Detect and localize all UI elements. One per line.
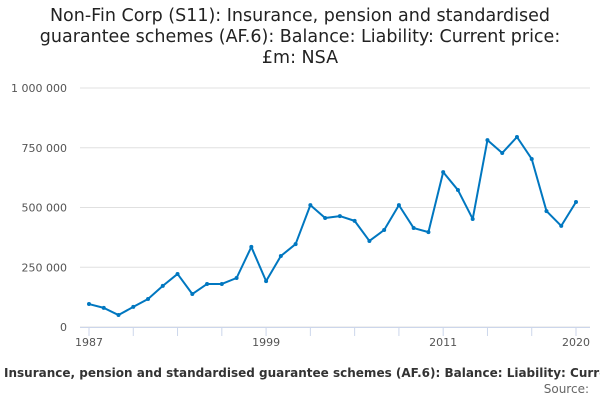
source-label: Source: (543, 382, 589, 396)
data-point (367, 238, 372, 243)
data-point (293, 242, 298, 247)
x-tick-label: 1987 (75, 336, 103, 349)
data-point (470, 216, 475, 221)
legend-label: Insurance, pension and standardised guar… (4, 366, 600, 380)
data-point (234, 276, 239, 281)
data-point (559, 223, 564, 228)
data-point (323, 216, 328, 221)
data-point (426, 230, 431, 235)
y-tick-label: 0 (60, 321, 67, 334)
title-line: £m: NSA (261, 48, 339, 68)
data-point (514, 134, 519, 139)
data-point (131, 304, 136, 309)
data-point (500, 151, 505, 156)
series-line (88, 135, 577, 317)
data-point (352, 218, 357, 223)
data-point (146, 297, 151, 302)
title-line: Non-Fin Corp (S11): Insurance, pension a… (49, 6, 551, 26)
data-point (574, 200, 578, 205)
data-point (87, 302, 91, 307)
data-point (337, 214, 342, 219)
data-point (160, 283, 165, 288)
data-point (278, 254, 283, 259)
data-point (116, 313, 121, 318)
data-point (455, 188, 460, 193)
x-tick-label: 2020 (562, 336, 590, 349)
data-point (175, 271, 180, 276)
data-point (382, 227, 387, 232)
chart-title: Non-Fin Corp (S11): Insurance, pension a… (0, 6, 600, 69)
data-point (205, 281, 210, 286)
y-tick-label: 500 000 (22, 202, 68, 215)
data-point (485, 138, 490, 143)
y-tick-label: 750 000 (22, 142, 68, 155)
y-tick-label: 1 000 000 (11, 82, 67, 95)
title-line: guarantee schemes (AF.6): Balance: Liabi… (39, 27, 561, 47)
data-point (249, 244, 254, 249)
data-point (441, 170, 446, 175)
data-point (190, 292, 195, 297)
data-point (529, 156, 534, 161)
data-point (544, 209, 549, 214)
y-tick-label: 250 000 (22, 261, 68, 274)
data-point (308, 203, 313, 208)
data-point (101, 305, 106, 310)
data-point (396, 203, 401, 208)
x-tick-label: 2011 (429, 336, 457, 349)
x-tick-label: 1999 (252, 336, 280, 349)
data-point (411, 226, 416, 231)
data-point (219, 281, 224, 286)
data-point (264, 279, 269, 284)
